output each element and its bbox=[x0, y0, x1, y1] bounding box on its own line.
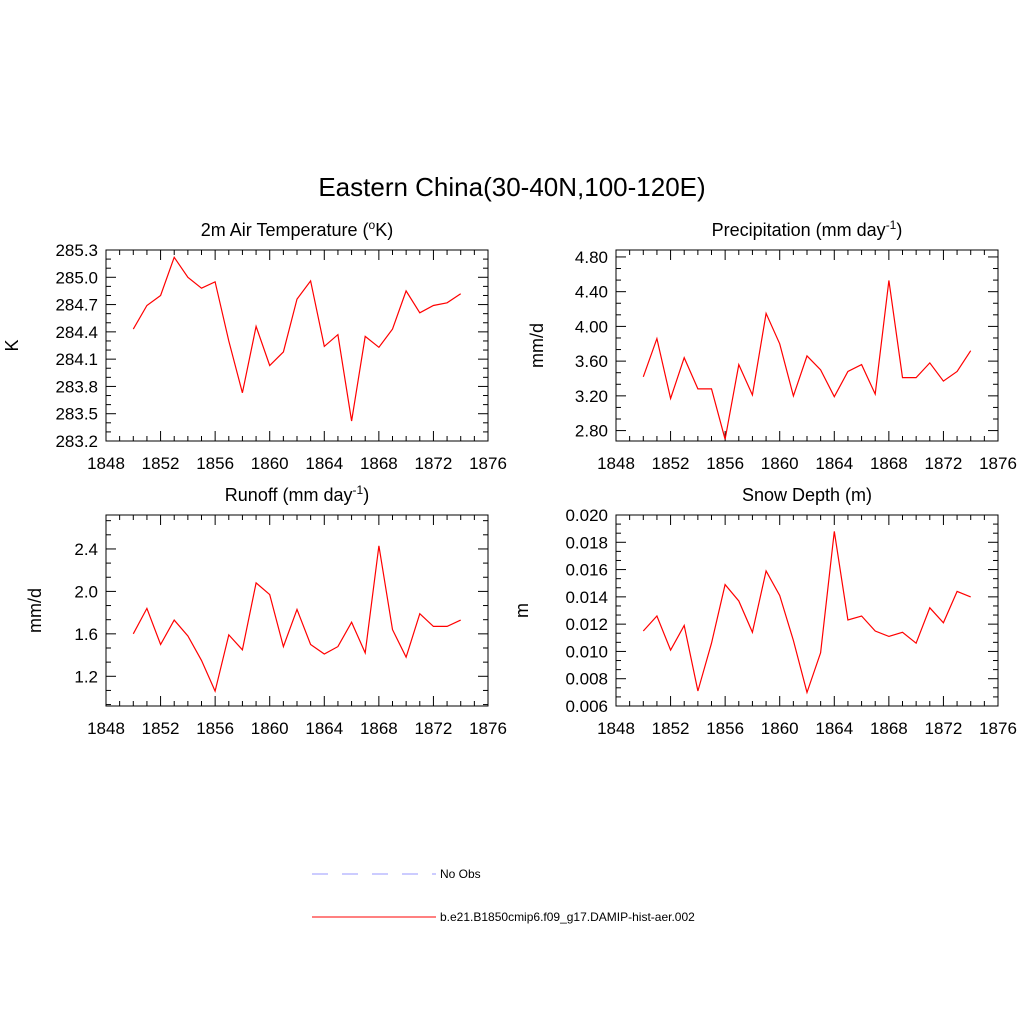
y-tick-label: 283.8 bbox=[55, 377, 98, 396]
y-tick-label: 2.4 bbox=[74, 540, 98, 559]
x-tick-label: 1852 bbox=[652, 719, 690, 738]
y-tick-label: 0.012 bbox=[565, 615, 608, 634]
y-axis-label: mm/d bbox=[527, 323, 547, 368]
y-tick-label: 2.80 bbox=[575, 422, 608, 441]
panel-title-main: Precipitation (mm day bbox=[712, 220, 886, 240]
x-tick-label: 1864 bbox=[305, 719, 343, 738]
panel-title-suffix: ) bbox=[363, 485, 369, 505]
y-axis-label: K bbox=[2, 339, 22, 351]
figure-title: Eastern China(30-40N,100-120E) bbox=[318, 172, 705, 202]
y-tick-label: 4.40 bbox=[575, 283, 608, 302]
y-tick-label: 3.20 bbox=[575, 387, 608, 406]
x-tick-label: 1856 bbox=[706, 719, 744, 738]
y-tick-label: 284.7 bbox=[55, 296, 98, 315]
x-tick-label: 1872 bbox=[925, 454, 963, 473]
y-tick-label: 285.0 bbox=[55, 268, 98, 287]
panel-title-suffix: ) bbox=[896, 220, 902, 240]
x-tick-label: 1848 bbox=[87, 454, 125, 473]
y-tick-label: 284.1 bbox=[55, 350, 98, 369]
y-tick-label: 1.2 bbox=[74, 667, 98, 686]
x-tick-label: 1848 bbox=[597, 454, 635, 473]
y-tick-label: 2.0 bbox=[74, 582, 98, 601]
panel-1: 2m Air Temperature (oK) 1848 1852 1856 1860 1… bbox=[2, 218, 507, 473]
x-tick-label: 1872 bbox=[415, 719, 453, 738]
series-line bbox=[132, 255, 462, 422]
panel-title: Runoff (mm day-1) bbox=[225, 483, 369, 505]
panel-title-main: Runoff (mm day bbox=[225, 485, 353, 505]
y-axis-label: mm/d bbox=[25, 588, 45, 633]
x-tick-label: 1864 bbox=[305, 454, 343, 473]
y-tick-label: 283.2 bbox=[55, 432, 98, 451]
legend-label: b.e21.B1850cmip6.f09_g17.DAMIP-hist-aer.… bbox=[440, 910, 695, 924]
panel-title-sup: o bbox=[369, 218, 376, 232]
x-tick-label: 1860 bbox=[761, 454, 799, 473]
legend-item: No Obs bbox=[312, 867, 481, 881]
x-tick-label: 1876 bbox=[469, 719, 507, 738]
plot-frame bbox=[615, 249, 999, 442]
panel-4: Snow Depth (m) 1848 1852 1856 1860 1864 1868 18… bbox=[512, 485, 1017, 738]
series-line bbox=[642, 280, 972, 440]
y-tick-label: 0.010 bbox=[565, 642, 608, 661]
y-tick-label: 0.020 bbox=[565, 506, 608, 525]
panel-title-main: 2m Air Temperature ( bbox=[201, 220, 369, 240]
x-tick-label: 1848 bbox=[597, 719, 635, 738]
y-tick-label: 0.016 bbox=[565, 561, 608, 580]
y-tick-label: 4.80 bbox=[575, 248, 608, 267]
x-tick-label: 1864 bbox=[815, 454, 853, 473]
y-tick-label: 285.3 bbox=[55, 241, 98, 260]
x-tick-label: 1852 bbox=[142, 454, 180, 473]
series-line bbox=[132, 545, 461, 693]
panel-3: Runoff (mm day-1) 1848 1852 1856 1860 1864 186… bbox=[25, 483, 507, 738]
x-tick-label: 1876 bbox=[979, 719, 1017, 738]
x-tick-label: 1856 bbox=[196, 719, 234, 738]
y-tick-label: 284.4 bbox=[55, 323, 98, 342]
plot-frame bbox=[615, 514, 999, 707]
x-tick-label: 1868 bbox=[360, 719, 398, 738]
x-tick-label: 1852 bbox=[142, 719, 180, 738]
panel-title: Snow Depth (m) bbox=[742, 485, 872, 505]
panel-title-sup: -1 bbox=[886, 218, 897, 232]
panels: 2m Air Temperature (oK)1848 1852 1856 1860 1… bbox=[2, 218, 1017, 738]
panel-title-suffix: K) bbox=[375, 220, 393, 240]
plot-frame bbox=[105, 249, 489, 442]
y-tick-label: 0.014 bbox=[565, 588, 608, 607]
x-tick-label: 1860 bbox=[251, 719, 289, 738]
panel-title: 2m Air Temperature (oK) bbox=[201, 218, 393, 240]
x-tick-label: 1860 bbox=[251, 454, 289, 473]
x-tick-label: 1876 bbox=[979, 454, 1017, 473]
y-tick-label: 3.60 bbox=[575, 352, 608, 371]
series-line bbox=[642, 531, 971, 695]
panel-title: Precipitation (mm day-1) bbox=[712, 218, 903, 240]
x-tick-label: 1868 bbox=[870, 454, 908, 473]
x-tick-label: 1872 bbox=[925, 719, 963, 738]
x-tick-label: 1856 bbox=[706, 454, 744, 473]
legend: No Obs b.e21.B1850cmip6.f09_g17.DAMIP-his… bbox=[312, 867, 695, 924]
panel-title-sup: -1 bbox=[353, 483, 364, 497]
x-tick-label: 1860 bbox=[761, 719, 799, 738]
legend-item: b.e21.B1850cmip6.f09_g17.DAMIP-hist-aer.… bbox=[312, 910, 695, 924]
x-tick-label: 1864 bbox=[815, 719, 853, 738]
y-tick-label: 0.008 bbox=[565, 670, 608, 689]
y-tick-label: 0.006 bbox=[565, 697, 608, 716]
x-tick-label: 1848 bbox=[87, 719, 125, 738]
y-tick-label: 4.00 bbox=[575, 317, 608, 336]
panel-title-main: Snow Depth (m) bbox=[742, 485, 872, 505]
x-tick-label: 1856 bbox=[196, 454, 234, 473]
y-tick-label: 283.5 bbox=[55, 405, 98, 424]
legend-label: No Obs bbox=[440, 867, 481, 881]
x-tick-label: 1868 bbox=[870, 719, 908, 738]
y-tick-label: 1.6 bbox=[74, 625, 98, 644]
x-tick-label: 1876 bbox=[469, 454, 507, 473]
y-tick-label: 0.018 bbox=[565, 533, 608, 552]
x-tick-label: 1852 bbox=[652, 454, 690, 473]
x-tick-label: 1872 bbox=[415, 454, 453, 473]
panel-2: Precipitation (mm day-1) 1848 1852 1856 1860… bbox=[527, 218, 1017, 473]
x-tick-label: 1868 bbox=[360, 454, 398, 473]
y-axis-label: m bbox=[512, 603, 532, 618]
